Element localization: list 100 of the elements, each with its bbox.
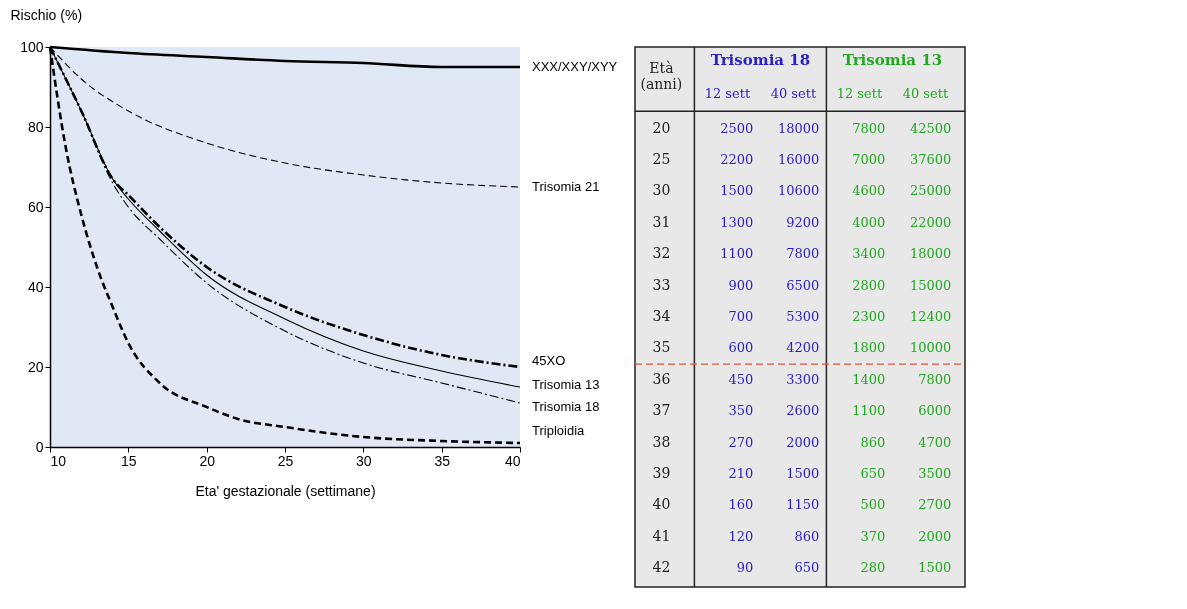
x-tick-label: 15 bbox=[121, 452, 137, 469]
x-tick-label: 12 sett bbox=[836, 86, 883, 102]
data-label: 4700 bbox=[918, 434, 952, 450]
y-tick-label: 30 bbox=[652, 182, 671, 199]
data-label: 7800 bbox=[852, 120, 886, 136]
data-label: 10600 bbox=[778, 183, 820, 199]
series-label: XXX/XXY/XYY bbox=[532, 59, 618, 74]
x-tick-label: 20 bbox=[199, 452, 216, 469]
data-label: 37600 bbox=[910, 152, 952, 168]
x-tick-label: 40 sett bbox=[770, 86, 817, 102]
y-tick-label: 42 bbox=[652, 559, 671, 576]
y-tick-label: 100 bbox=[20, 38, 44, 55]
data-label: 6500 bbox=[786, 277, 820, 293]
data-label: 350 bbox=[728, 403, 754, 419]
data-label: 650 bbox=[860, 465, 886, 481]
data-label: 860 bbox=[794, 528, 820, 544]
x-tick-label: 35 bbox=[434, 452, 451, 469]
x-tick-label: 40 bbox=[504, 452, 521, 469]
series-label: Trisomia 13 bbox=[532, 377, 600, 392]
data-label: 210 bbox=[728, 465, 754, 481]
data-label: 1300 bbox=[720, 214, 754, 230]
y-tick-label: 20 bbox=[27, 358, 44, 375]
y-axis-title: Età (anni) bbox=[640, 59, 683, 92]
data-label: 10000 bbox=[910, 340, 952, 356]
y-tick-label: 0 bbox=[35, 438, 44, 455]
series-label: Trisomia 18 bbox=[532, 399, 600, 414]
data-label: 500 bbox=[860, 497, 886, 513]
text: Trisomia 13 bbox=[842, 50, 943, 69]
data-label: 370 bbox=[860, 528, 886, 544]
series-label: Triploidia bbox=[532, 423, 586, 438]
data-label: 4200 bbox=[786, 340, 820, 356]
y-tick-label: 60 bbox=[27, 198, 44, 215]
data-label: 160 bbox=[728, 497, 754, 513]
x-tick-label: 40 sett bbox=[902, 86, 949, 102]
x-tick-label: 25 bbox=[277, 452, 294, 469]
data-label: 120 bbox=[728, 528, 754, 544]
data-label: 1800 bbox=[852, 340, 886, 356]
x-tick-label: 30 bbox=[356, 452, 372, 469]
data-label: 2000 bbox=[918, 528, 952, 544]
data-label: 860 bbox=[860, 434, 886, 450]
data-label: 4600 bbox=[852, 183, 886, 199]
data-label: 1100 bbox=[852, 403, 886, 419]
data-label: 3500 bbox=[918, 465, 952, 481]
data-label: 2500 bbox=[720, 120, 754, 136]
data-label: 700 bbox=[728, 309, 754, 324]
data-label: 22000 bbox=[910, 214, 952, 230]
data-label: 1500 bbox=[918, 560, 952, 576]
data-label: 1400 bbox=[852, 371, 886, 387]
data-label: 90 bbox=[736, 560, 754, 576]
y-tick-label: 32 bbox=[652, 245, 671, 262]
y-tick-label: 35 bbox=[652, 339, 671, 356]
data-label: 450 bbox=[728, 371, 754, 387]
data-label: 5300 bbox=[786, 309, 820, 324]
data-label: 280 bbox=[860, 560, 886, 576]
y-tick-label: 20 bbox=[652, 119, 671, 136]
data-label: 2700 bbox=[918, 497, 952, 513]
y-axis-title: Rischio (%) bbox=[10, 6, 83, 23]
data-label: 1500 bbox=[786, 465, 820, 481]
y-tick-label: 41 bbox=[652, 527, 671, 544]
y-tick-label: 80 bbox=[27, 118, 44, 135]
data-label: 270 bbox=[728, 434, 754, 450]
y-tick-label: 33 bbox=[652, 276, 671, 293]
data-label: 12400 bbox=[910, 309, 952, 324]
x-tick-label: 12 sett bbox=[704, 86, 751, 102]
series-label: 45XO bbox=[532, 353, 566, 368]
y-tick-label: 40 bbox=[27, 278, 44, 295]
y-tick-label: 25 bbox=[652, 151, 671, 168]
data-label: 2200 bbox=[720, 152, 754, 168]
data-label: 2000 bbox=[786, 434, 820, 450]
data-label: 600 bbox=[728, 340, 754, 356]
series-label: Trisomia 21 bbox=[532, 179, 600, 194]
y-tick-label: 38 bbox=[652, 433, 671, 450]
data-label: 2600 bbox=[786, 403, 820, 419]
text: Trisomia 18 bbox=[710, 50, 811, 69]
data-label: 650 bbox=[794, 560, 820, 576]
data-label: 3300 bbox=[786, 371, 820, 387]
y-tick-label: 34 bbox=[652, 308, 671, 324]
data-label: 3400 bbox=[852, 246, 886, 262]
data-label: 7000 bbox=[852, 152, 886, 168]
y-tick-label: 31 bbox=[652, 213, 671, 230]
data-label: 7800 bbox=[786, 246, 820, 262]
data-label: 2300 bbox=[852, 309, 886, 324]
x-axis-title: Eta' gestazionale (settimane) bbox=[195, 482, 376, 499]
data-label: 1500 bbox=[720, 183, 754, 199]
data-label: 42500 bbox=[910, 120, 952, 136]
data-label: 18000 bbox=[778, 120, 820, 136]
y-tick-label: 36 bbox=[652, 370, 671, 387]
y-tick-label: 39 bbox=[652, 464, 671, 481]
data-label: 25000 bbox=[910, 183, 952, 199]
data-label: 6000 bbox=[918, 403, 952, 419]
x-tick-label: 10 bbox=[50, 452, 67, 469]
data-label: 2800 bbox=[852, 277, 886, 293]
data-label: 7800 bbox=[918, 371, 952, 387]
data-label: 15000 bbox=[910, 277, 952, 293]
y-tick-label: 40 bbox=[652, 496, 671, 513]
y-tick-label: 37 bbox=[652, 402, 671, 419]
data-label: 9200 bbox=[786, 214, 820, 230]
data-label: 4000 bbox=[852, 214, 886, 230]
data-label: 18000 bbox=[910, 246, 952, 262]
data-label: 16000 bbox=[778, 152, 820, 168]
